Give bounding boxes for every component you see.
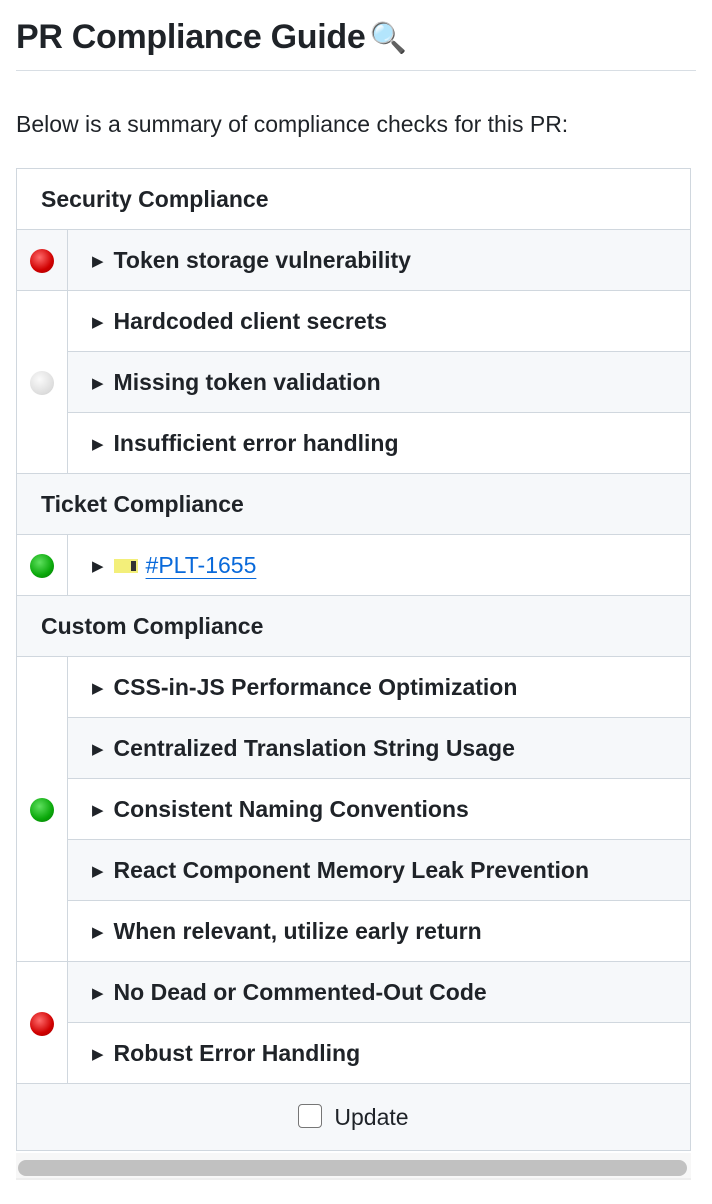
check-item[interactable]: ▶ Missing token validation: [67, 351, 691, 413]
intro-text: Below is a summary of compliance checks …: [16, 111, 569, 137]
check-item[interactable]: ▶ No Dead or Commented-Out Code: [67, 961, 691, 1023]
expand-triangle-icon: ▶: [92, 923, 104, 941]
expand-triangle-icon: ▶: [92, 1045, 104, 1063]
check-item[interactable]: ▶ CSS-in-JS Performance Optimization: [67, 656, 691, 718]
gray-status-icon: [30, 371, 54, 396]
update-label[interactable]: Update: [334, 1103, 409, 1130]
check-item[interactable]: ▶ When relevant, utilize early return: [67, 900, 691, 962]
red-status-icon: [30, 1011, 54, 1036]
ticket-link[interactable]: #PLT-1655: [145, 551, 257, 578]
expand-triangle-icon: ▶: [92, 374, 104, 392]
ticket-item[interactable]: ▶ #PLT-1655: [67, 534, 691, 596]
section-header-security: Security Compliance: [16, 168, 691, 230]
expand-triangle-icon: ▶: [92, 313, 104, 331]
expand-triangle-icon: ▶: [92, 252, 104, 270]
expand-triangle-icon: ▶: [92, 801, 104, 819]
expand-triangle-icon: ▶: [92, 435, 104, 453]
expand-triangle-icon: ▶: [92, 679, 104, 697]
magnifying-glass-icon: 🔍: [369, 22, 407, 55]
check-item[interactable]: ▶ Centralized Translation String Usage: [67, 717, 691, 779]
check-item[interactable]: ▶ Insufficient error handling: [67, 412, 691, 474]
page-title: PR Compliance Guide 🔍: [16, 0, 696, 71]
check-item[interactable]: ▶ Hardcoded client secrets: [67, 290, 691, 352]
green-status-icon: [30, 798, 54, 823]
red-status-icon: [30, 249, 54, 274]
check-item[interactable]: ▶ Consistent Naming Conventions: [67, 778, 691, 840]
expand-triangle-icon: ▶: [92, 740, 104, 758]
horizontal-scrollbar[interactable]: [16, 1153, 691, 1180]
ticket-icon: [113, 559, 138, 574]
scrollbar-thumb[interactable]: [18, 1160, 687, 1176]
check-item[interactable]: ▶ React Component Memory Leak Prevention: [67, 839, 691, 901]
section-header-custom: Custom Compliance: [16, 595, 691, 657]
check-item[interactable]: ▶ Robust Error Handling: [67, 1022, 691, 1084]
check-item[interactable]: ▶ Token storage vulnerability: [67, 229, 691, 291]
update-row: Update: [16, 1083, 691, 1151]
expand-triangle-icon: ▶: [92, 862, 104, 880]
section-header-ticket: Ticket Compliance: [16, 473, 691, 535]
expand-triangle-icon: ▶: [92, 557, 104, 575]
expand-triangle-icon: ▶: [92, 984, 104, 1002]
green-status-icon: [30, 554, 54, 579]
update-checkbox[interactable]: [298, 1104, 323, 1129]
compliance-table: Security Compliance ▶ Token storage vulne…: [16, 168, 691, 1151]
